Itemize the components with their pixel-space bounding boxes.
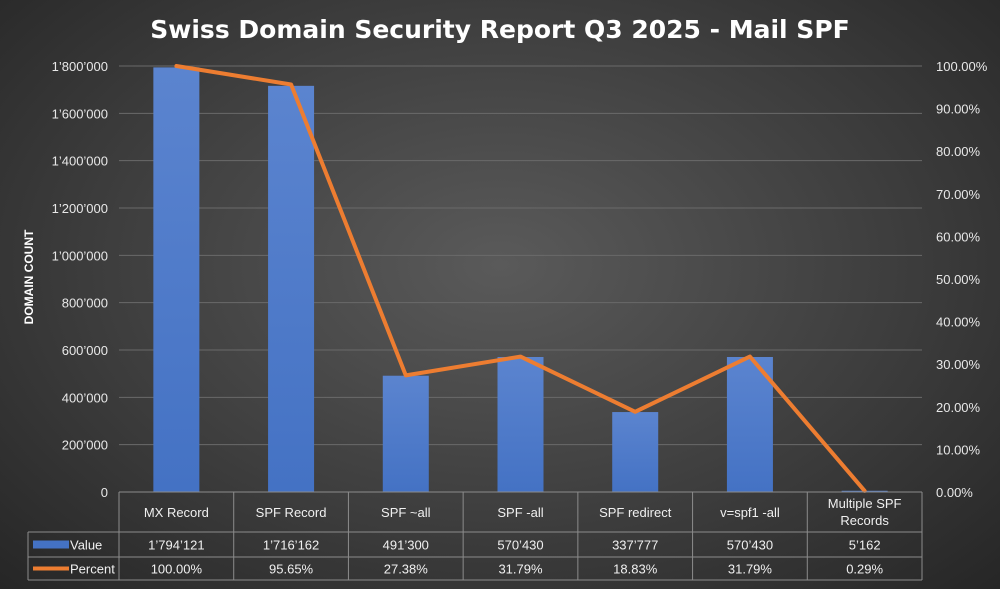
- right-tick-label: 60.00%: [936, 229, 981, 244]
- table-cell-value: 570’430: [727, 538, 773, 553]
- right-tick-label: 40.00%: [936, 315, 981, 330]
- line-series: [174, 64, 867, 493]
- table-cell-percent: 0.29%: [846, 562, 883, 577]
- table-cell-percent: 31.79%: [498, 562, 543, 577]
- legend-key-value: [33, 540, 69, 549]
- left-tick-label: 800’000: [62, 296, 108, 311]
- bar: [382, 375, 429, 492]
- legend-label-percent: Percent: [70, 562, 115, 577]
- right-tick-label: 70.00%: [936, 187, 981, 202]
- y-axis-label: DOMAIN COUNT: [22, 229, 36, 324]
- category-label: SPF redirect: [599, 505, 672, 520]
- left-tick-label: 1’400’000: [52, 154, 108, 169]
- category-label: SPF Record: [256, 505, 327, 520]
- left-tick-label: 1’200’000: [52, 201, 108, 216]
- table-cell-value: 5’162: [849, 538, 881, 553]
- table-cell-value: 491’300: [383, 538, 429, 553]
- left-tick-label: 1’000’000: [52, 248, 108, 263]
- category-label: SPF ~all: [381, 505, 431, 520]
- category-label: SPF -all: [497, 505, 543, 520]
- left-tick-label: 600’000: [62, 343, 108, 358]
- right-tick-label: 30.00%: [936, 357, 981, 372]
- category-label: MX Record: [144, 505, 209, 520]
- bar: [497, 356, 544, 492]
- bar: [612, 412, 659, 492]
- category-label: Records: [840, 513, 889, 528]
- table-cell-percent: 100.00%: [151, 562, 203, 577]
- bar: [726, 356, 773, 492]
- left-tick-label: 0: [101, 485, 108, 500]
- table-cell-percent: 95.65%: [269, 562, 314, 577]
- table-cell-value: 1’794’121: [148, 538, 204, 553]
- gridlines: [119, 65, 922, 446]
- table-cell-percent: 31.79%: [728, 562, 773, 577]
- legend-label-value: Value: [70, 538, 102, 553]
- bar-series: [153, 67, 888, 493]
- right-tick-label: 0.00%: [936, 485, 973, 500]
- left-tick-label: 1’600’000: [52, 106, 108, 121]
- left-axis-ticks: 0 200’000 400’000 600’000 800’000 1’000’000 1’…: [52, 59, 108, 500]
- category-label: Multiple SPF: [828, 496, 902, 511]
- bar: [268, 85, 315, 492]
- left-tick-label: 200’000: [62, 438, 108, 453]
- right-tick-label: 50.00%: [936, 272, 981, 287]
- table-cell-percent: 27.38%: [384, 562, 429, 577]
- left-tick-label: 1’800’000: [52, 59, 108, 74]
- table-cell-value: 337’777: [612, 538, 658, 553]
- chart-title: Swiss Domain Security Report Q3 2025 - M…: [150, 15, 849, 44]
- right-tick-label: 80.00%: [936, 144, 981, 159]
- right-tick-label: 90.00%: [936, 102, 981, 117]
- category-label: v=spf1 -all: [720, 505, 780, 520]
- table-cell-percent: 18.83%: [613, 562, 658, 577]
- right-tick-label: 20.00%: [936, 400, 981, 415]
- table-cell-value: 1’716’162: [263, 538, 319, 553]
- right-tick-label: 100.00%: [936, 59, 988, 74]
- bar: [153, 67, 200, 493]
- right-tick-label: 10.00%: [936, 442, 981, 457]
- left-tick-label: 400’000: [62, 390, 108, 405]
- right-axis-ticks: 0.00% 10.00% 20.00% 30.00% 40.00% 50.00% 60.00…: [936, 59, 988, 500]
- data-table: MX Record SPF Record SPF ~all SPF -all SPF r…: [27, 491, 923, 581]
- table-cell-value: 570’430: [497, 538, 543, 553]
